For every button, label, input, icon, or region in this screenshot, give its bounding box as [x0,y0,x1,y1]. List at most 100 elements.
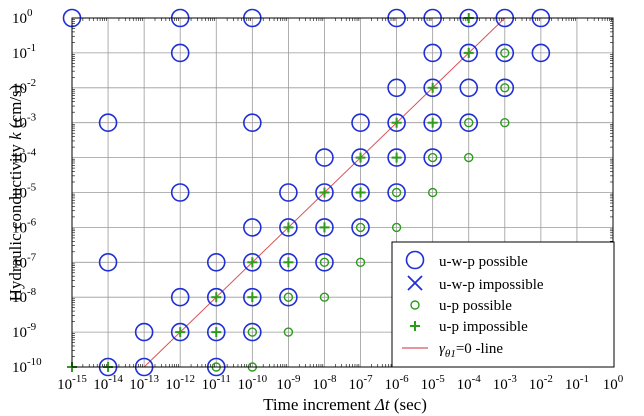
y-tick-label: 10-5 [12,182,37,202]
x-tick-exponent: -4 [472,373,482,385]
x-tick-base: 10 [457,377,472,393]
y-tick-base: 10 [12,116,27,132]
y-tick-exponent: -7 [27,251,37,263]
x-tick-base: 10 [565,377,580,393]
y-tick-exponent: -10 [27,356,42,368]
legend-label-uwp-impossible: u-w-p impossible [439,277,544,293]
y-tick-label: 10-4 [12,147,37,167]
up-impossible-point [355,152,366,163]
x-tick-label: 100 [603,373,624,393]
up-impossible-point [391,152,402,163]
uwp-possible-point [98,113,118,132]
x-tick-base: 10 [237,377,252,393]
uwp-possible-point [387,183,406,202]
y-tick-label: 10-9 [12,321,37,341]
x-tick-label: 10-4 [457,373,482,393]
up-possible-point [319,257,330,267]
uwp-possible-point [243,218,262,237]
x-tick-exponent: -15 [72,373,87,385]
uwp-possible-point [387,148,406,167]
uwp-possible-point [459,78,479,98]
uwp-possible-point [206,322,226,342]
uwp-possible-point [495,43,515,63]
x-tick-exponent: -2 [544,373,553,385]
uwp-possible-point [315,252,334,272]
gamma-symbol: γ [439,341,446,357]
up-impossible-point [319,187,330,198]
up-possible-point [427,152,438,163]
x-tick-exponent: -13 [144,373,159,385]
y-tick-exponent: -2 [27,77,36,89]
legend-label-uwp-possible: u-w-p possible [439,254,528,270]
y-tick-label: 100 [12,7,33,27]
gamma-suffix: =0 -line [456,341,504,357]
up-impossible-point [211,292,222,303]
y-tick-exponent: 0 [27,7,33,19]
x-tick-exponent: -5 [436,373,446,385]
x-tick-label: 10-6 [385,373,410,393]
up-impossible-point [247,292,258,303]
x-tick-label: 10-11 [202,373,231,393]
up-possible-point [391,187,402,198]
up-possible-point [283,292,294,302]
y-tick-label: 10-2 [12,77,36,97]
y-axis-label-symbol: k [6,132,25,140]
y-tick-label: 10-1 [12,42,36,62]
uwp-possible-point [279,252,298,272]
uwp-possible-point [315,148,334,167]
y-tick-base: 10 [12,255,27,271]
x-tick-exponent: -12 [180,373,195,385]
up-possible-point [464,152,474,163]
uwp-possible-point [134,322,154,342]
uwp-possible-point [243,322,262,342]
uwp-possible-point [243,113,262,132]
uwp-possible-point [243,287,262,307]
x-axis-label-symbol: Δt [374,395,391,414]
x-tick-label: 10-12 [165,373,195,393]
x-tick-base: 10 [312,377,327,393]
uwp-possible-point [170,287,190,307]
x-tick-label: 10-5 [421,373,446,393]
up-impossible-point [463,47,474,58]
legend: u-w-p possible u-w-p impossible u-p poss… [391,241,615,368]
x-tick-exponent: -8 [327,373,337,385]
x-tick-label: 10-2 [529,373,553,393]
up-impossible-point [319,222,330,233]
x-tick-base: 10 [421,377,436,393]
uwp-possible-point [315,218,334,237]
x-tick-exponent: 0 [618,373,624,385]
uwp-possible-point [170,43,190,63]
y-axis-label-prefix: Hydraulic conductivity [6,140,25,301]
y-tick-base: 10 [12,325,27,341]
x-axis-label-prefix: Time increment [263,395,375,414]
uwp-possible-point [351,218,370,237]
uwp-possible-point [423,113,442,132]
y-tick-exponent: -8 [27,286,37,298]
uwp-possible-point [206,287,226,307]
legend-marker-uwp-possible-point [405,250,425,270]
x-tick-base: 10 [385,377,400,393]
x-tick-exponent: -1 [580,373,589,385]
uwp-possible-point [243,252,262,272]
up-possible-point [391,222,402,233]
up-possible-point [427,187,438,198]
up-impossible-point [427,82,438,93]
x-tick-exponent: -10 [252,373,267,385]
x-axis-label-suffix: (sec) [390,395,427,414]
legend-marker-up-possible-point [410,300,420,310]
up-impossible-point [175,327,186,338]
y-tick-label: 10-7 [12,251,37,271]
up-impossible-point [355,187,366,198]
y-tick-base: 10 [12,220,27,236]
uwp-possible-point [495,78,515,98]
y-tick-label: 10-8 [12,286,37,306]
uwp-possible-point [279,183,298,202]
up-possible-point [500,117,510,128]
x-axis-label: Time increment Δt (sec) [263,395,427,414]
legend-label-up-possible: u-p possible [439,298,512,314]
up-possible-point [319,292,330,302]
up-possible-point [500,83,510,93]
x-tick-base: 10 [202,377,217,393]
y-tick-exponent: -1 [27,42,36,54]
